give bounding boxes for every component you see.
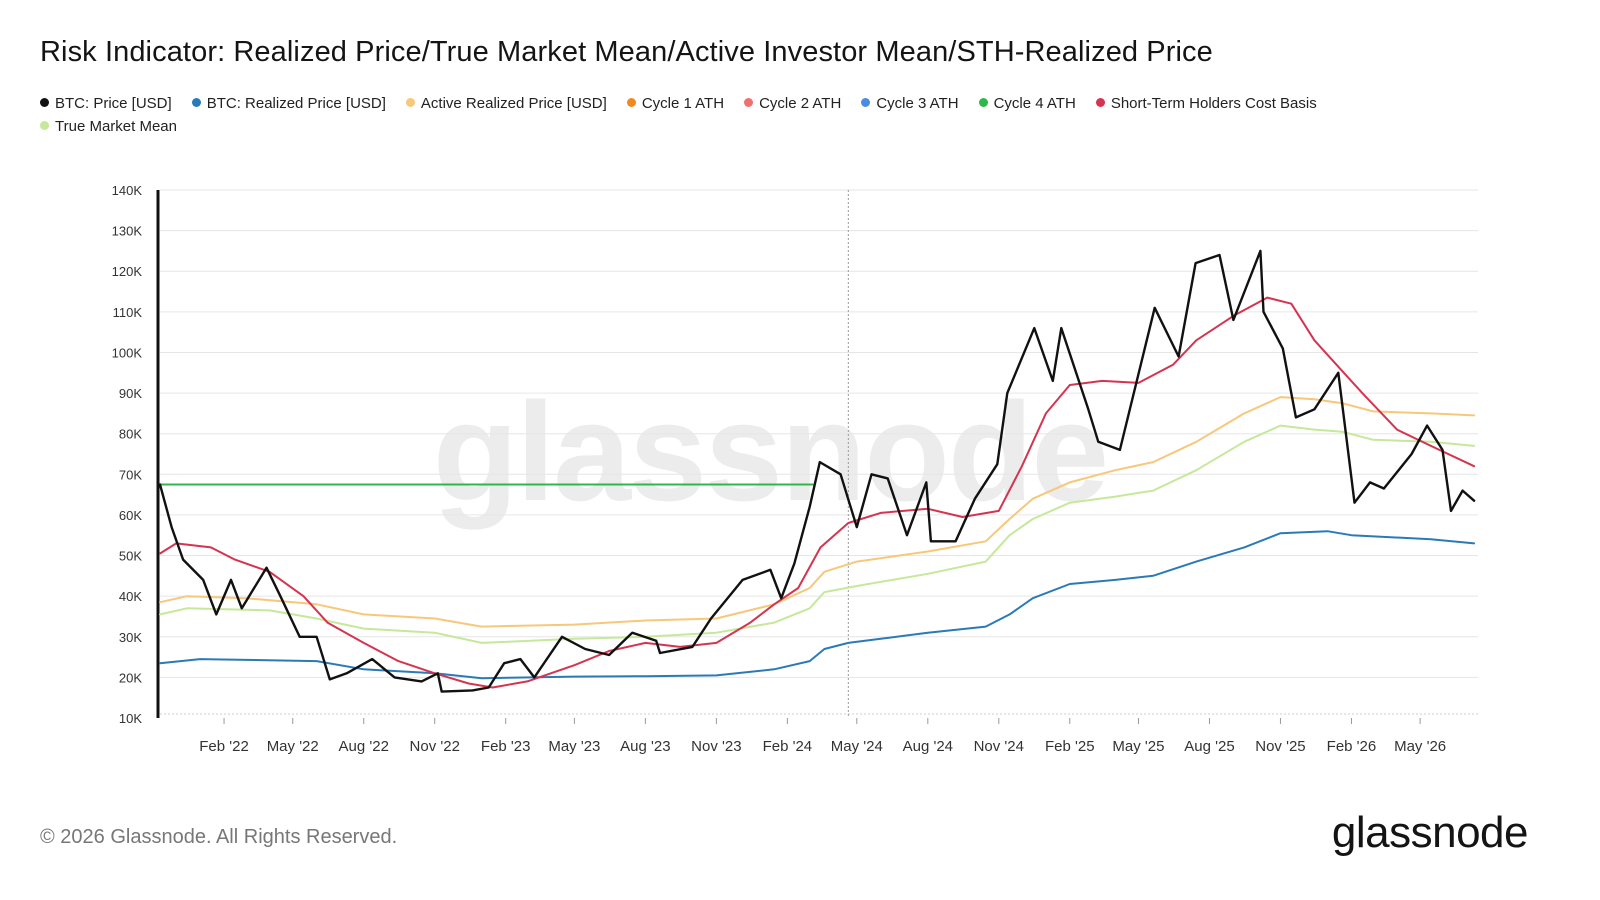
y-tick-label: 30K <box>119 630 142 645</box>
x-tick-label: Feb '25 <box>1045 738 1095 755</box>
x-tick-label: Aug '22 <box>339 738 389 755</box>
legend-label: BTC: Price [USD] <box>55 95 172 112</box>
y-tick-label: 90K <box>119 386 142 401</box>
copyright-footer: © 2026 Glassnode. All Rights Reserved. <box>40 826 398 848</box>
x-tick-label: Aug '23 <box>620 738 670 755</box>
legend-item[interactable]: True Market Mean <box>40 115 177 138</box>
legend-dot-icon <box>978 98 988 107</box>
legend-item[interactable]: Cycle 2 ATH <box>744 92 841 115</box>
x-tick-label: Nov '23 <box>691 738 741 755</box>
legend-dot-icon <box>1095 98 1105 107</box>
legend-dot-icon <box>626 98 636 107</box>
legend-item[interactable]: Short-Term Holders Cost Basis <box>1095 92 1317 115</box>
legend-item[interactable]: Active Realized Price [USD] <box>405 92 607 115</box>
x-tick-label: May '23 <box>548 738 600 755</box>
y-tick-label: 10K <box>119 711 142 726</box>
x-tick-label: May '25 <box>1112 738 1164 755</box>
x-tick-label: Feb '26 <box>1327 738 1377 755</box>
legend-dot-icon <box>744 98 754 107</box>
legend-dot-icon <box>191 98 201 107</box>
y-tick-label: 80K <box>119 427 142 442</box>
legend-item[interactable]: Cycle 4 ATH <box>978 92 1076 115</box>
series-line-short-term-holders-cost-basis <box>159 296 1476 689</box>
legend-label: Short-Term Holders Cost Basis <box>1110 95 1317 112</box>
legend-label: Active Realized Price [USD] <box>420 95 607 112</box>
y-tick-label: 50K <box>119 549 142 564</box>
legend-label: Cycle 2 ATH <box>759 95 842 112</box>
y-tick-label: 100K <box>112 345 143 360</box>
legend-dot-icon <box>405 98 415 107</box>
legend-label: Cycle 3 ATH <box>876 95 959 112</box>
y-tick-label: 60K <box>119 508 142 523</box>
legend-label: True Market Mean <box>55 118 177 135</box>
y-tick-label: 70K <box>119 467 142 482</box>
legend-label: BTC: Realized Price [USD] <box>206 95 386 112</box>
x-tick-label: Feb '22 <box>199 738 249 755</box>
x-tick-label: Feb '24 <box>763 738 813 755</box>
legend-item[interactable]: BTC: Price [USD] <box>40 92 172 115</box>
legend-dot-icon <box>861 98 871 107</box>
y-tick-label: 110K <box>113 305 143 320</box>
y-tick-label: 40K <box>119 589 142 604</box>
x-tick-label: Aug '25 <box>1184 738 1234 755</box>
y-tick-label: 20K <box>119 670 142 685</box>
legend-label: Cycle 1 ATH <box>641 95 725 112</box>
x-tick-label: Nov '24 <box>974 738 1024 755</box>
brand-logo: glassnode <box>1331 808 1529 857</box>
y-tick-label: 130K <box>112 224 143 239</box>
legend-label: Cycle 4 ATH <box>993 95 1076 112</box>
legend-item[interactable]: Cycle 1 ATH <box>626 92 725 115</box>
grid-lines <box>160 189 1478 715</box>
legend-item[interactable]: BTC: Realized Price [USD] <box>191 92 386 115</box>
x-tick-label: May '26 <box>1394 738 1446 755</box>
series <box>158 249 1476 693</box>
legend-item[interactable]: Cycle 3 ATH <box>861 92 959 115</box>
watermark: glassnode <box>433 373 1107 530</box>
legend-dot-icon <box>40 98 49 107</box>
page-title: Risk Indicator: Realized Price/True Mark… <box>40 36 1213 68</box>
legend-dot-icon <box>40 121 49 130</box>
axes: 10K 20K 30K 40K 50K 60K 70K 80K 90K 100K 110K 120K 1… <box>112 183 1447 755</box>
x-tick-label: Aug '24 <box>903 738 953 755</box>
x-tick-label: May '22 <box>267 738 319 755</box>
chart-legend: BTC: Price [USD] BTC: Realized Price [USD… <box>40 92 1480 138</box>
series-line-true-market-mean <box>159 424 1476 644</box>
series-line-btc-realized-price-usd <box>159 530 1476 680</box>
series-line-btc-price-usd <box>158 249 1476 693</box>
x-tick-label: May '24 <box>831 738 883 755</box>
x-tick-label: Nov '22 <box>410 738 460 755</box>
x-tick-label: Nov '25 <box>1255 738 1305 755</box>
x-tick-label: Feb '23 <box>481 738 531 755</box>
y-tick-label: 140K <box>112 183 143 198</box>
y-tick-label: 120K <box>112 264 143 279</box>
